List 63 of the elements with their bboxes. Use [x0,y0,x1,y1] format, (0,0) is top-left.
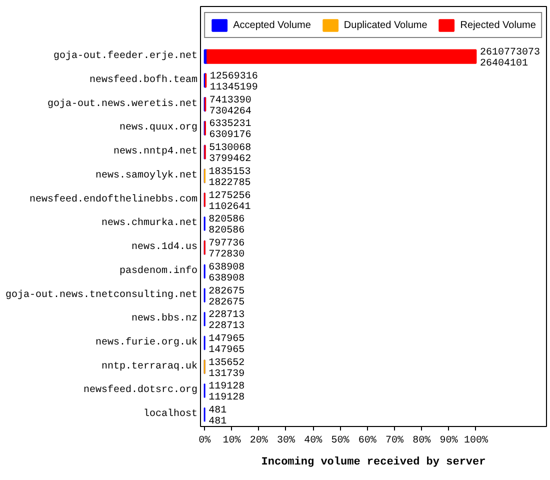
annotation: 2610773073 [480,48,540,59]
text: Incoming volume received by server [261,456,486,468]
annotation: 228713 [208,310,245,322]
x-tick-label: 60% [358,436,376,446]
annotation: 1102641 [208,202,251,213]
y-tick-label: news.samoylyk.net [95,169,198,182]
x-tick-label: 100% [464,436,488,446]
y-tick-label: localhost [143,408,198,420]
x-tick-label: 90% [440,436,458,446]
legend-label: Rejected Volume [460,20,536,30]
annotation: 7304264 [209,106,252,118]
y-tick-label: newsfeed.dotsrc.org [83,384,198,396]
annotation: 12569316 [210,71,258,82]
annotation: 6309176 [209,130,252,142]
y-tick-label: pasdenom.info [119,264,198,277]
y-tick-label: news.quux.org [119,122,198,134]
annotation: 481 [208,416,227,428]
annotation: 26404101 [480,58,528,70]
y-tick-label: news.chmurka.net [101,217,198,230]
x-tick-label: 40% [304,436,322,446]
y-tick-label: news.furie.org.uk [95,336,198,348]
annotation: 638908 [208,262,245,274]
annotation: 3799462 [209,154,252,166]
y-tick-label: goja-out.feeder.erje.net [53,50,198,62]
y-tick-label: news.nntp4.net [113,146,198,158]
annotation: 119128 [208,382,245,393]
x-tick-label: 0% [198,436,211,446]
annotation: 797736 [208,238,245,250]
annotation: 282675 [208,286,245,298]
annotation: 131739 [208,368,245,380]
annotation: 282675 [208,297,245,308]
y-tick-label: newsfeed.endofthelinebbs.com [29,193,198,206]
x-tick-label: 70% [386,436,404,446]
annotation: 481 [208,406,227,417]
annotation: 7413390 [209,95,252,106]
legend-label: Accepted Volume [233,20,311,30]
annotation: 119128 [208,392,245,404]
y-tick-label: goja-out.news.tnetconsulting.net [5,288,198,301]
legend-label: Duplicated Volume [344,20,428,30]
annotation: 1822785 [208,178,251,189]
y-tick-label: news.1d4.us [131,241,198,254]
x-tick-label: 30% [276,436,295,446]
annotation: 135652 [208,358,245,369]
annotation: 147965 [208,344,245,356]
annotation: 5130068 [209,143,252,154]
annotation: 6335231 [209,119,252,130]
annotation: 147965 [208,334,245,345]
annotation: 1835153 [208,166,251,178]
annotation: 820586 [208,214,245,226]
annotation: 1275256 [208,190,251,202]
x-tick-label: 10% [222,436,241,446]
x-tick-label: 20% [250,436,268,446]
x-tick-label: 50% [331,436,350,446]
y-tick-label: news.bbs.nz [131,312,198,325]
x-tick-label: 80% [412,436,431,446]
annotation: 820586 [208,226,245,237]
annotation: 638908 [208,273,245,284]
annotation: 11345199 [210,82,258,94]
annotation: 772830 [208,250,245,261]
y-tick-label: nntp.terraraq.uk [101,360,198,372]
annotation: 228713 [208,321,245,332]
y-tick-label: goja-out.news.weretis.net [47,98,198,110]
y-tick-label: newsfeed.bofh.team [89,74,198,86]
